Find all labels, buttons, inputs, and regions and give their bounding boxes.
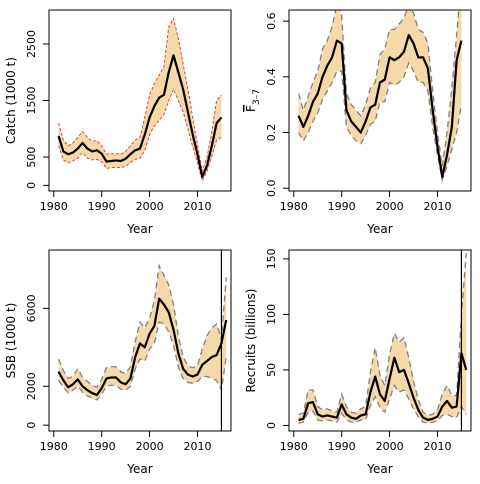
y-tick-label: 500 <box>25 147 38 168</box>
y-tick-label: 50 <box>265 363 278 377</box>
panel-recruits: 1980 1990 2000 2010 Year 0 50 100 150 Recruits (b… <box>244 248 472 476</box>
panel-frame-recruits <box>288 249 472 432</box>
lower-bound-line-catch <box>58 88 222 183</box>
y-tick-label: 100 <box>265 304 278 325</box>
plot-area-catch <box>57 17 223 183</box>
x-tick-label: 1980 <box>280 200 308 213</box>
upper-bound-line-fbar <box>297 10 460 167</box>
panel-frame-fbar <box>288 9 472 192</box>
y-axis-label: Recruits (billions) <box>244 289 258 393</box>
plot-area-fbar <box>297 10 463 183</box>
x-tick-label: 2000 <box>376 200 404 213</box>
y-tick-label: 0 <box>265 422 278 429</box>
panel-ssb: 1980 1990 2000 2010 Year 0 2000 6000 SSB (1000 t… <box>4 249 232 476</box>
lower-bound-line-fbar <box>298 61 463 183</box>
x-tick-label: 1990 <box>88 200 116 213</box>
panel-catch: 1980 1990 2000 2010 Year 0 500 1500 2500 Catch (1… <box>4 9 232 236</box>
plot-area-ssb <box>57 263 228 401</box>
lower-bound-line-ssb <box>58 321 227 401</box>
x-tick-label: 1990 <box>88 440 116 453</box>
x-tick-label: 1980 <box>280 440 308 453</box>
confidence-band-ssb <box>58 265 227 400</box>
estimate-line-catch <box>57 54 223 178</box>
x-tick-label: 2010 <box>183 440 211 453</box>
y-tick-label: 0 <box>25 182 38 189</box>
x-tick-label: 1980 <box>40 440 68 453</box>
confidence-band-fbar <box>298 10 462 180</box>
plot-area-recruits <box>298 253 468 424</box>
y-tick-label: 0.0 <box>265 179 278 197</box>
x-tick-label: 2010 <box>183 200 211 213</box>
x-tick-label: 2000 <box>136 440 164 453</box>
y-tick-label: 6000 <box>25 294 38 322</box>
x-tick-label: 2000 <box>376 440 404 453</box>
y-tick-label: 0 <box>25 422 38 429</box>
x-tick-label: 1980 <box>40 200 68 213</box>
y-tick-label: 2000 <box>25 372 38 400</box>
x-tick-label: 2010 <box>423 200 451 213</box>
panel-frame-ssb <box>48 249 232 432</box>
x-tick-label: 1990 <box>328 200 356 213</box>
y-axis-label: SSB (1000 t) <box>4 303 18 379</box>
y-tick-label: 0.2 <box>265 124 278 142</box>
y-tick-label: 0.6 <box>265 12 278 30</box>
y-tick-label: 150 <box>265 248 278 269</box>
estimate-line-recruits <box>298 352 468 421</box>
y-axis-label: F̅3–7 <box>243 89 262 112</box>
upper-bound-line-recruits <box>298 253 467 417</box>
estimate-line-ssb <box>57 297 228 397</box>
x-axis-label: Year <box>366 222 392 236</box>
lower-bound-line-recruits <box>298 384 467 424</box>
y-tick-label: 1500 <box>25 87 38 115</box>
y-tick-label: 0.4 <box>265 68 278 86</box>
x-tick-label: 2000 <box>136 200 164 213</box>
x-tick-label: 1990 <box>328 440 356 453</box>
y-axis-label: Catch (1000 t) <box>4 57 18 144</box>
x-axis-label: Year <box>126 462 152 476</box>
x-tick-label: 2010 <box>423 440 451 453</box>
panel-fbar: 1980 1990 2000 2010 Year 0.0 0.2 0.4 0.6 F̅3–7 <box>243 9 472 236</box>
upper-bound-line-catch <box>58 17 222 172</box>
upper-bound-line-ssb <box>57 263 227 389</box>
x-axis-label: Year <box>126 222 152 236</box>
x-axis-label: Year <box>366 462 392 476</box>
y-tick-label: 2500 <box>25 30 38 58</box>
confidence-band-catch <box>58 18 222 181</box>
estimate-line-fbar <box>297 33 463 179</box>
